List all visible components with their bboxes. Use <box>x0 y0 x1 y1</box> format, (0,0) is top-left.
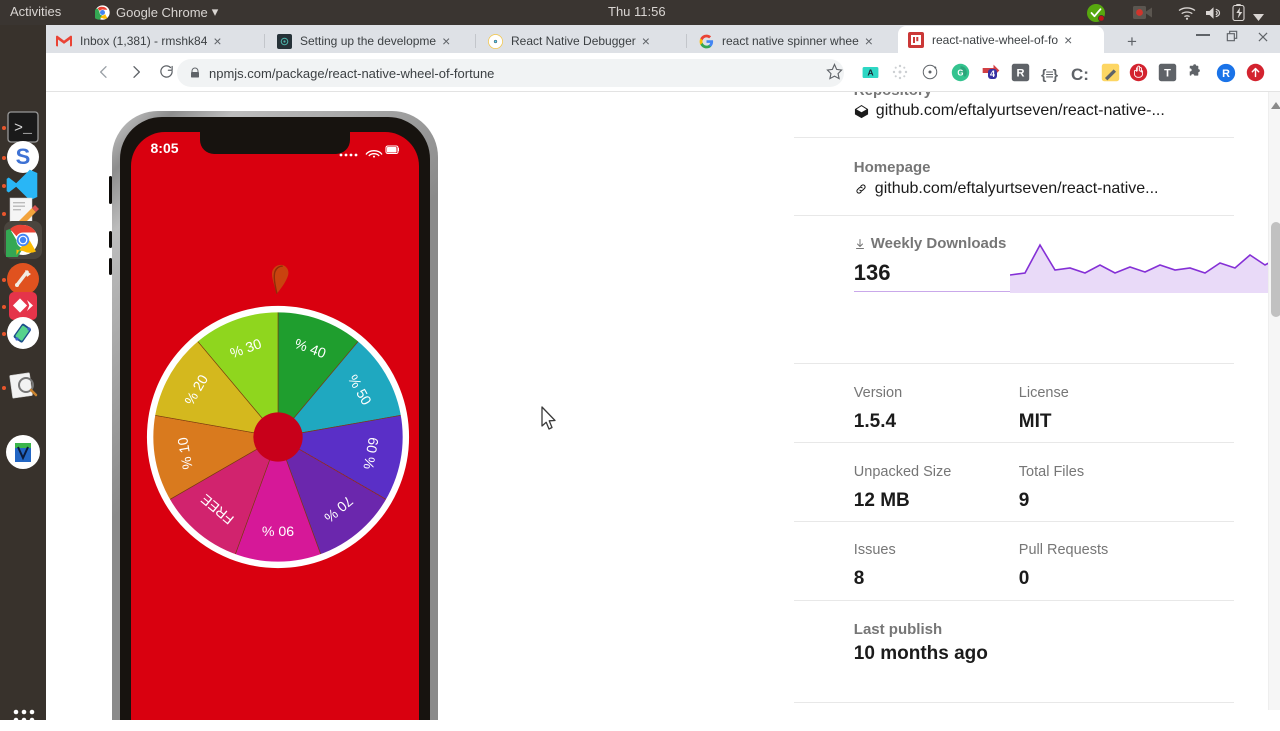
svg-text:A: A <box>867 68 874 78</box>
svg-text:90 %: 90 % <box>261 524 294 540</box>
svg-text:R: R <box>1222 68 1230 80</box>
svg-text:>_: >_ <box>14 120 33 137</box>
svg-text:G: G <box>957 68 963 77</box>
svg-text:T: T <box>1164 67 1171 79</box>
svg-text:S: S <box>16 144 31 169</box>
svg-text:R: R <box>1016 67 1024 79</box>
